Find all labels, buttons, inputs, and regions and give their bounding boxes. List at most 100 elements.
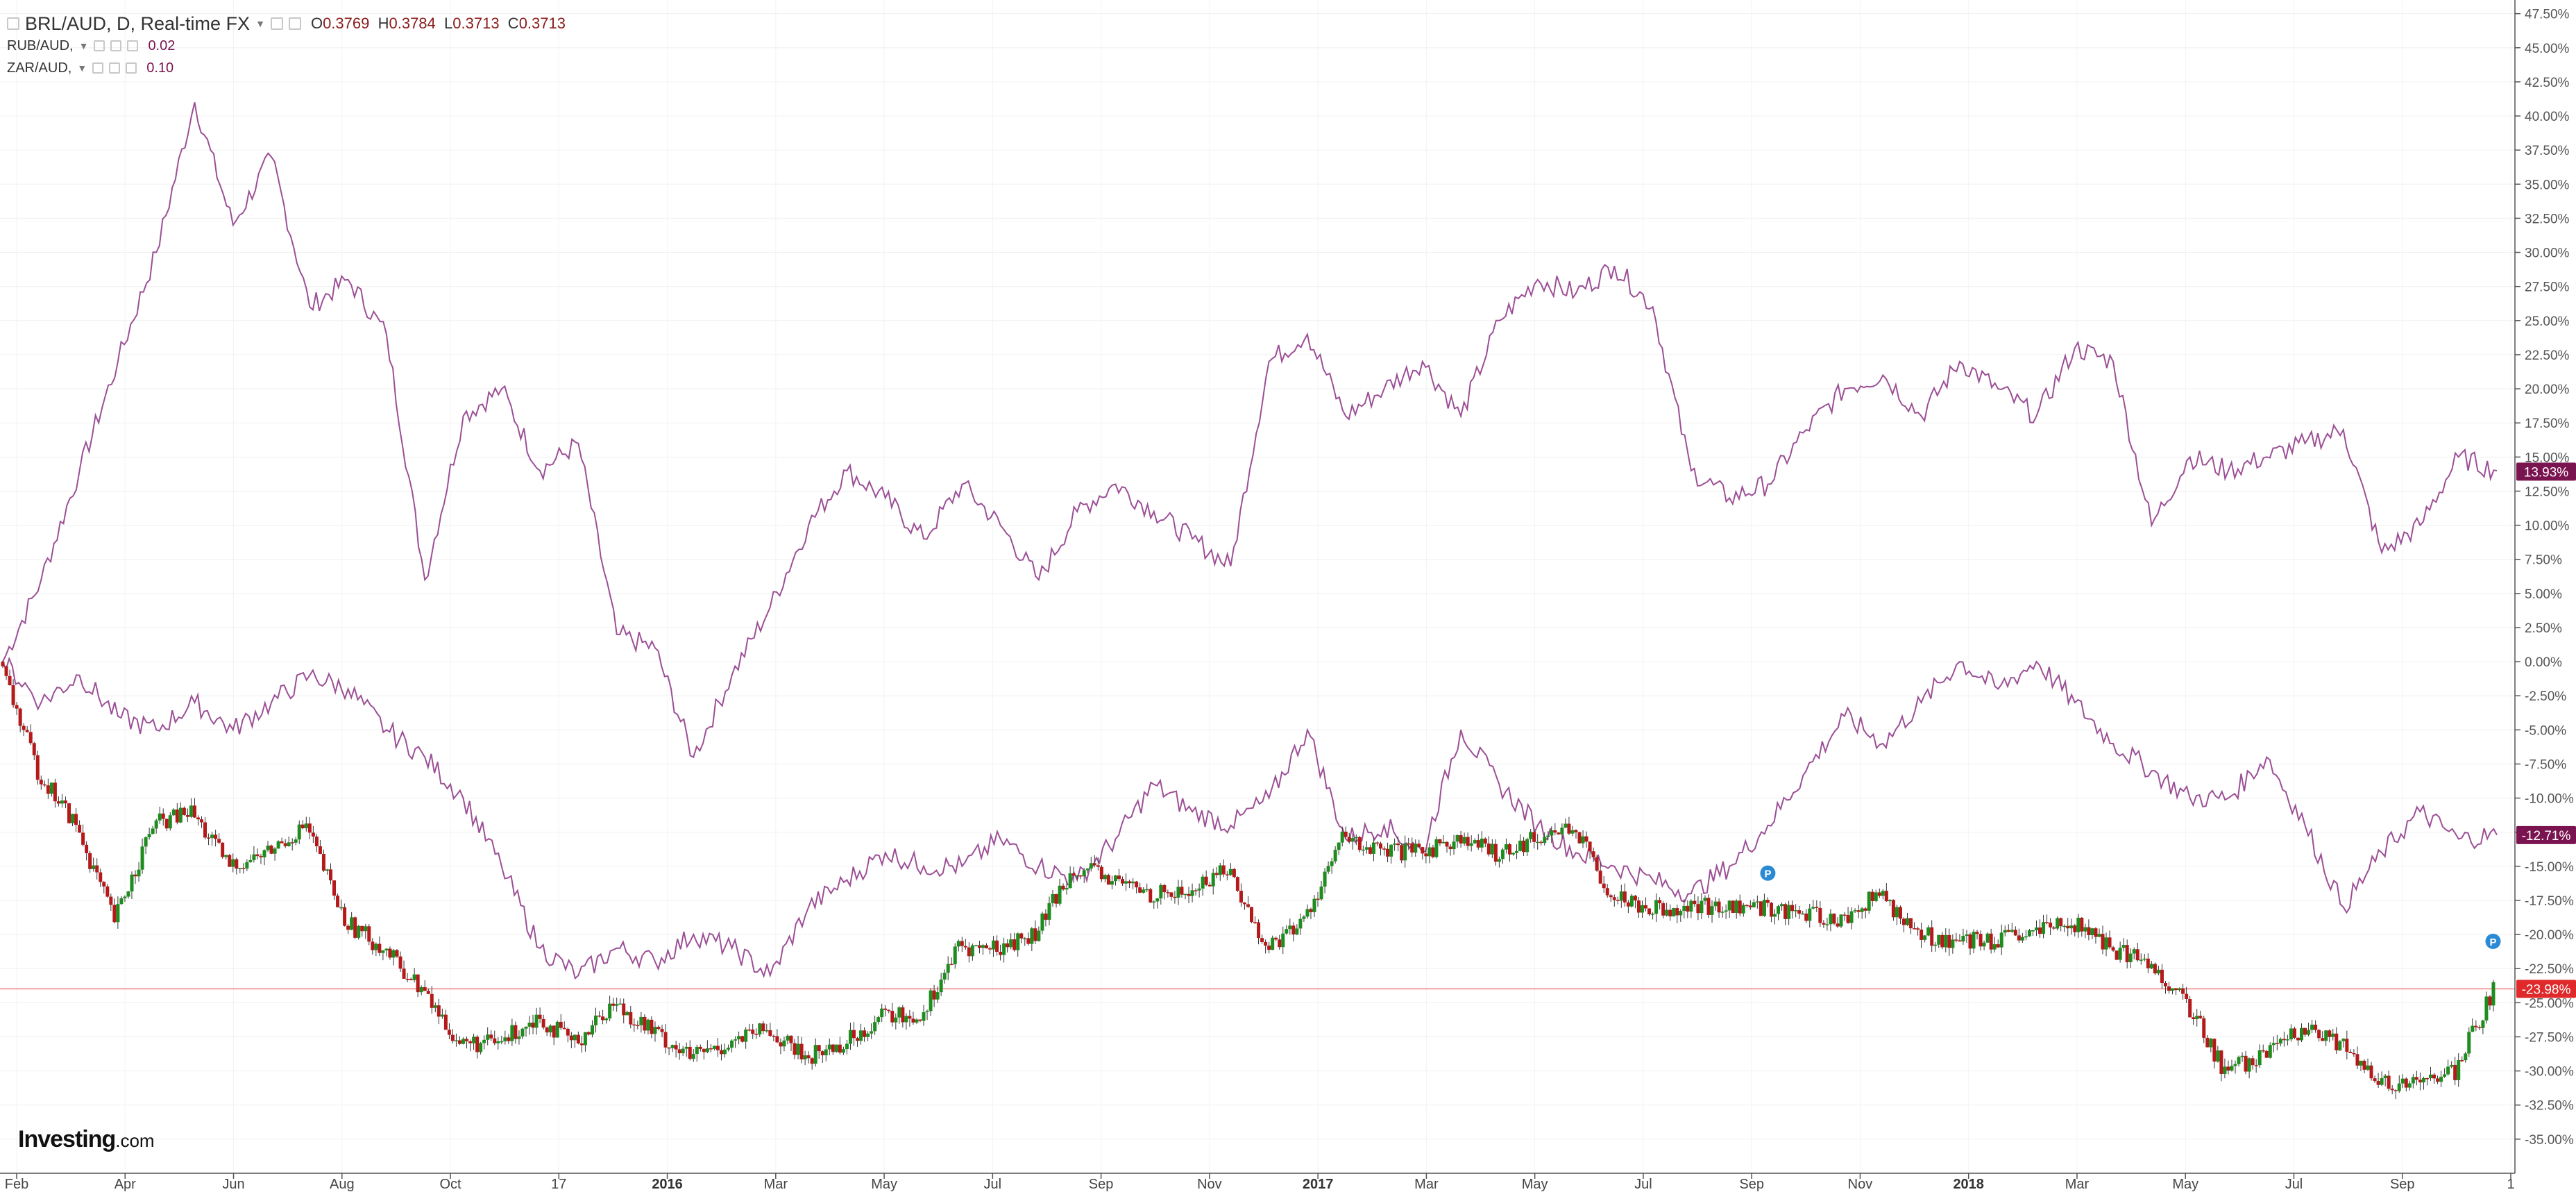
candle-body [1777, 906, 1781, 914]
candle-body [1407, 843, 1411, 845]
compare-value: 0.10 [146, 60, 174, 76]
hide-icon[interactable] [110, 40, 122, 51]
open-label: O [310, 15, 323, 32]
candle-body [2268, 1045, 2272, 1058]
hide-icon[interactable] [109, 62, 121, 74]
candle-body [2383, 1075, 2387, 1079]
legend-compare-zar[interactable]: ZAR/AUD, ▼ 0.10 [7, 57, 566, 79]
candle-body [479, 1043, 483, 1052]
candle-body [1061, 885, 1065, 890]
event-marker[interactable]: P [1760, 865, 1776, 881]
candle-body [956, 941, 960, 947]
x-tick-label: May [1522, 1177, 1548, 1192]
candle-body [2481, 1020, 2485, 1028]
legend-compare-rub[interactable]: RUB/AUD, ▼ 0.02 [7, 35, 566, 57]
candle-body [15, 705, 19, 709]
candle-body [1759, 901, 1763, 916]
candle-body [789, 1035, 793, 1043]
candle-body [740, 1036, 745, 1042]
candle-body [321, 854, 325, 871]
candle-body [559, 1021, 563, 1028]
candle-body [925, 1011, 929, 1013]
candle-body [1131, 881, 1135, 884]
compare-symbol-label[interactable]: ZAR/AUD, [7, 60, 72, 76]
chevron-down-icon[interactable]: ▼ [77, 62, 87, 74]
x-tick-label: Jul [984, 1177, 1002, 1192]
close-icon[interactable] [126, 62, 137, 74]
candle-body [2017, 935, 2021, 941]
candle-body [1214, 873, 1219, 875]
candle-body [1441, 841, 1446, 843]
candle-body [643, 1016, 647, 1031]
candle-body [1006, 943, 1010, 948]
compare-symbol-label[interactable]: RUB/AUD, [7, 37, 74, 53]
y-tick-label: 7.50% [2525, 553, 2562, 568]
candle-body [629, 1011, 633, 1025]
candle-body [1644, 905, 1648, 909]
close-label: C [507, 15, 519, 32]
x-axis[interactable]: Feb Apr Jun Aug Oct 17 2016 Mar May Jul Sep Nov 2017… [0, 1173, 2515, 1192]
candle-body [1930, 927, 1934, 946]
candle-body [2171, 988, 2175, 991]
candle-body [2471, 1025, 2475, 1032]
candle-body [1829, 914, 1833, 925]
candle-body [1507, 844, 1511, 855]
candle-body [2345, 1039, 2349, 1052]
candle-body [2411, 1077, 2415, 1084]
candle-body [622, 1003, 626, 1016]
legend-main-row[interactable]: BRL/AUD, D, Real-time FX ▼ O0.3769 H0.37… [7, 12, 566, 35]
candle-body [1030, 928, 1034, 944]
candle-body [2275, 1043, 2279, 1044]
candle-body [1612, 897, 1616, 900]
main-symbol-label[interactable]: BRL/AUD, D, Real-time FX [25, 12, 251, 34]
candle-body [2146, 958, 2150, 968]
candle-body [1748, 905, 1752, 907]
hide-icon[interactable] [288, 17, 301, 30]
candle-body [995, 940, 999, 952]
event-marker[interactable]: P [2485, 933, 2501, 949]
candle-body [1187, 893, 1191, 896]
candle-body [656, 1027, 661, 1030]
candle-body [1581, 836, 1585, 843]
settings-icon[interactable] [270, 17, 283, 30]
candle-body [25, 730, 29, 732]
candle-body [1026, 938, 1031, 944]
candle-body [1382, 848, 1387, 850]
settings-icon[interactable] [94, 40, 105, 51]
candle-body [636, 1025, 640, 1027]
candle-body [1937, 934, 1941, 945]
candle-body [185, 814, 189, 817]
chevron-down-icon[interactable]: ▼ [78, 40, 89, 51]
y-tick-label: 40.00% [2525, 110, 2570, 124]
candle-body [1019, 933, 1024, 939]
candle-body [2174, 988, 2178, 991]
candle-body [1393, 843, 1397, 845]
candle-body [1982, 942, 1986, 947]
settings-icon[interactable] [92, 62, 104, 74]
candle-body [1616, 900, 1620, 901]
candle-body [1054, 893, 1058, 904]
chevron-down-icon[interactable]: ▼ [255, 18, 265, 29]
candle-body [203, 822, 207, 838]
candle-body [834, 1044, 838, 1052]
candle-body [1410, 843, 1414, 853]
candle-body [178, 807, 183, 823]
y-axis[interactable]: 47.50% 45.00% 42.50% 40.00% 37.50% 35.00% 32.5… [2514, 0, 2574, 1173]
candle-body [189, 805, 193, 817]
candle-body [374, 943, 378, 950]
candle-body [709, 1048, 713, 1050]
marker-circle [2485, 933, 2501, 949]
event-markers[interactable]: PP [1760, 865, 2501, 949]
candle-body [1940, 934, 1944, 948]
collapse-legend-icon[interactable] [7, 17, 19, 30]
candle-body [2278, 1039, 2282, 1044]
candle-body [2056, 918, 2060, 929]
close-icon[interactable] [127, 40, 139, 51]
candle-body [28, 732, 33, 744]
candle-body [1958, 940, 1962, 942]
candle-body [154, 820, 158, 829]
candle-body [1536, 841, 1540, 843]
candle-body [1727, 900, 1731, 911]
open-value: 0.3769 [323, 15, 370, 32]
